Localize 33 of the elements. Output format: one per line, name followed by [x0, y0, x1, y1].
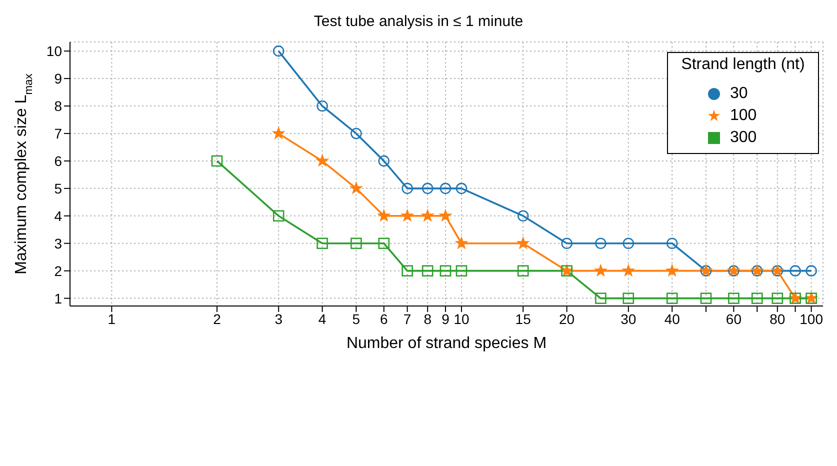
y-tick-label: 7: [54, 125, 62, 142]
x-tick-label: 10: [454, 310, 470, 327]
legend-title: Strand length (nt): [680, 56, 806, 74]
x-tick-label: 9: [442, 310, 450, 327]
x-tick-label: 20: [559, 310, 575, 327]
y-tick-label: 3: [54, 235, 62, 252]
x-tick-label: 15: [515, 310, 532, 327]
y-tick-label: 10: [46, 43, 62, 60]
x-tick-label: 7: [403, 310, 412, 327]
x-tick-label: 6: [380, 310, 388, 327]
legend-label: 300: [730, 129, 757, 146]
x-axis-title: Number of strand species M: [346, 335, 547, 352]
x-tick-label: 1: [108, 310, 116, 327]
y-tick-label: 1: [54, 290, 62, 306]
y-tick-label: 9: [54, 70, 62, 87]
x-tick-label: 60: [726, 310, 742, 327]
y-tick-label: 8: [54, 98, 62, 114]
x-tick-label: 8: [424, 310, 432, 327]
x-tick-label: 80: [770, 310, 786, 327]
legend-label: 30: [730, 85, 748, 102]
x-tick-label: 30: [620, 310, 636, 327]
y-tick-label: 4: [54, 208, 62, 224]
y-tick-label: 5: [54, 180, 62, 196]
x-tick-label: 100: [800, 310, 824, 327]
x-tick-label: 4: [318, 310, 326, 327]
x-tick-label: 40: [664, 310, 680, 327]
y-tick-label: 6: [54, 152, 62, 169]
x-tick-label: 2: [213, 310, 222, 327]
y-tick-label: 2: [54, 262, 62, 279]
x-tick-label: 5: [352, 310, 360, 327]
x-tick-label: 3: [274, 310, 283, 327]
legend-label: 100: [730, 107, 757, 124]
chart-title: Test tube analysis in ≤ 1 minute: [312, 12, 524, 32]
